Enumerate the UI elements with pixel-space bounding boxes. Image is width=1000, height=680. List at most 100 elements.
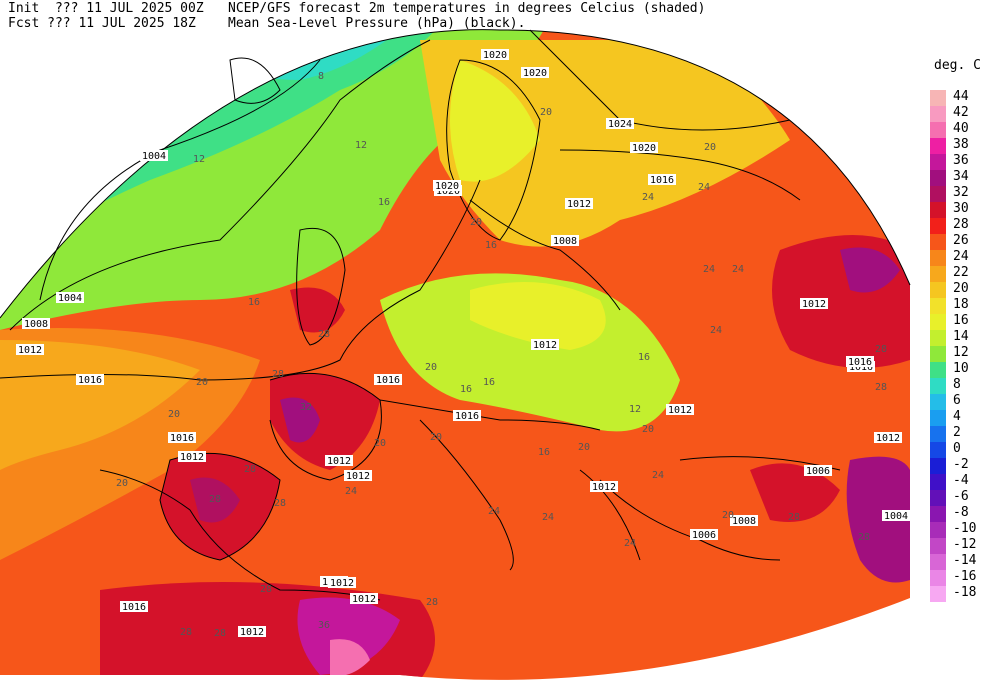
- legend-swatch: [930, 346, 946, 362]
- temp-label: 28: [260, 584, 272, 595]
- svg-text:1004: 1004: [884, 511, 908, 522]
- temp-label: 12: [355, 140, 367, 151]
- svg-text:1016: 1016: [78, 375, 102, 386]
- svg-text:1020: 1020: [632, 143, 656, 154]
- pressure-label: 1006: [690, 529, 718, 541]
- pressure-label: 1006: [804, 465, 832, 477]
- temp-label: 28: [875, 344, 887, 355]
- svg-text:1016: 1016: [849, 362, 873, 373]
- temp-label: 28: [318, 329, 330, 340]
- temp-label: 16: [485, 240, 497, 251]
- svg-text:1020: 1020: [523, 68, 547, 79]
- svg-text:1016: 1016: [170, 433, 194, 444]
- legend-label: 30: [953, 201, 969, 216]
- pressure-label: 1008: [551, 235, 579, 247]
- temp-label: 20: [430, 432, 442, 443]
- legend-swatch: [930, 330, 946, 346]
- legend-label: 6: [953, 393, 961, 408]
- temp-label: 20: [470, 217, 482, 228]
- pressure-label: 1012: [328, 577, 356, 589]
- temp-label: 28: [858, 532, 870, 543]
- init-line: Init ??? 11 JUL 2025 00Z: [8, 1, 204, 16]
- temp-label: 20: [578, 442, 590, 453]
- legend-swatch: [930, 154, 946, 170]
- svg-text:1012: 1012: [240, 627, 264, 638]
- svg-text:1012: 1012: [18, 345, 42, 356]
- pressure-label: 1012: [565, 198, 593, 210]
- pressure-label: 1012: [178, 451, 206, 463]
- legend-label: -14: [953, 553, 977, 568]
- legend-swatch: [930, 218, 946, 234]
- legend-swatch: [930, 490, 946, 506]
- legend-swatch: [930, 474, 946, 490]
- svg-text:1012: 1012: [668, 405, 692, 416]
- pressure-label: 1016: [374, 374, 402, 386]
- legend-swatch: [930, 170, 946, 186]
- legend-label: 26: [953, 233, 969, 248]
- legend-label: -16: [953, 569, 977, 584]
- temp-label: 28: [875, 382, 887, 393]
- legend-label: 36: [953, 153, 969, 168]
- pressure-label: 1012: [350, 593, 378, 605]
- temp-label: 28: [272, 369, 284, 380]
- temperature-map: 1004 1004 1008 1012 1016 1020 1020 1024 …: [0, 29, 911, 680]
- temp-label: 24: [624, 538, 636, 549]
- pressure-label: 1004: [882, 510, 910, 522]
- pressure-label: 1012: [590, 481, 618, 493]
- temp-label: 20: [374, 438, 386, 449]
- legend-title: deg. C: [934, 58, 981, 73]
- legend-label: 32: [953, 185, 969, 200]
- legend-swatch: [930, 570, 946, 586]
- svg-text:1016: 1016: [650, 175, 674, 186]
- temp-label: 24: [703, 264, 715, 275]
- temp-label: 12: [193, 154, 205, 165]
- svg-text:1020: 1020: [436, 186, 460, 197]
- legend-label: -12: [953, 537, 977, 552]
- temp-label: 24: [642, 192, 654, 203]
- legend-label: -2: [953, 457, 969, 472]
- temp-label: 24: [710, 325, 722, 336]
- pressure-label: 1020: [433, 180, 461, 192]
- svg-text:1012: 1012: [876, 433, 900, 444]
- legend-swatch: [930, 250, 946, 266]
- temperature-labels: 8 12 12 16 16 20 20 20 20 24 24 24 24 24…: [116, 71, 887, 639]
- svg-text:1020: 1020: [435, 181, 459, 192]
- svg-text:1012: 1012: [533, 340, 557, 351]
- coastlines: [0, 29, 911, 571]
- svg-text:1008: 1008: [732, 516, 756, 527]
- temp-label: 20: [722, 510, 734, 521]
- svg-text:1006: 1006: [806, 466, 830, 477]
- svg-text:1012: 1012: [180, 452, 204, 463]
- legend-label: 38: [953, 137, 969, 152]
- temp-label: 36: [318, 620, 330, 631]
- pressure-label: 1016: [453, 410, 481, 422]
- legend-label: 14: [953, 329, 969, 344]
- legend-label: 12: [953, 345, 969, 360]
- isobars: [0, 29, 801, 601]
- temp-label: 28: [426, 597, 438, 608]
- svg-text:1016: 1016: [848, 357, 872, 368]
- svg-text:1008: 1008: [24, 319, 48, 330]
- temp-label: 20: [116, 478, 128, 489]
- legend-label: 24: [953, 249, 969, 264]
- pressure-labels: 1004 1004 1008 1012 1016 1020 1020 1024 …: [16, 49, 910, 638]
- temp-label: 32: [300, 402, 312, 413]
- pressure-label: 1020: [630, 142, 658, 154]
- legend-label: -8: [953, 505, 969, 520]
- temp-label: 24: [732, 264, 744, 275]
- legend-swatch: [930, 234, 946, 250]
- fcst-line: Fcst ??? 11 JUL 2025 18Z: [8, 16, 196, 31]
- pressure-label: 1012: [344, 470, 372, 482]
- pressure-label: 1012: [800, 298, 828, 310]
- legend-label: 22: [953, 265, 969, 280]
- legend-swatch: [930, 106, 946, 122]
- svg-text:1004: 1004: [142, 151, 166, 162]
- pressure-label: 1004: [56, 292, 84, 304]
- svg-text:1024: 1024: [608, 119, 632, 130]
- legend-label: -18: [953, 585, 977, 600]
- temp-label: 24: [698, 182, 710, 193]
- svg-text:1012: 1012: [567, 199, 591, 210]
- svg-text:1006: 1006: [692, 530, 716, 541]
- pressure-label: 1016: [76, 374, 104, 386]
- pressure-label: 1020: [521, 67, 549, 79]
